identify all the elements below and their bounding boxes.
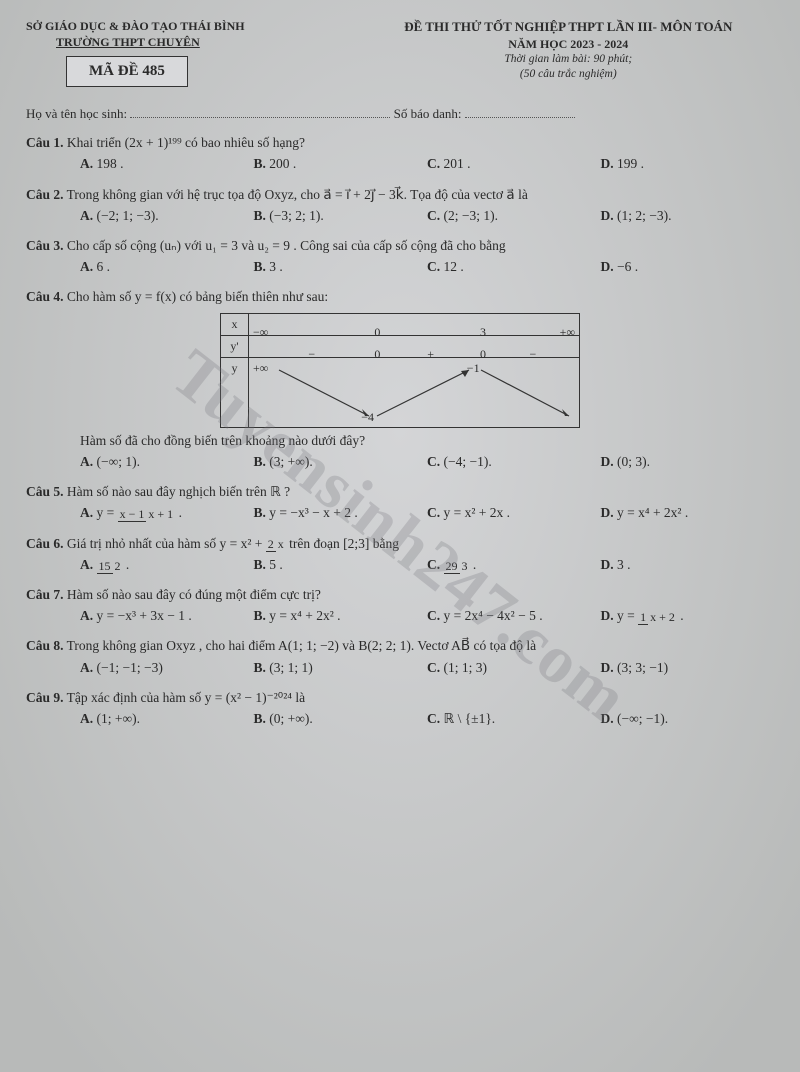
q4-A: (−∞; 1). (97, 454, 140, 469)
q6-B: 5 . (269, 557, 283, 572)
q9-B: (0; +∞). (269, 711, 312, 726)
q6-text-pre: Giá trị nhỏ nhất của hàm số y = x² + (67, 536, 266, 551)
q5-A-pre: y = (97, 505, 118, 520)
q2-A: (−2; 1; −3). (97, 208, 159, 223)
q2-label: Câu 2. (26, 187, 64, 202)
q8-A: (−1; −1; −3) (97, 660, 163, 675)
question-1: Câu 1. Khai triển (2x + 1)¹⁹⁹ có bao nhi… (26, 134, 774, 173)
q3-text: Cho cấp số cộng (uₙ) với u₁ = 3 và u₂ = … (67, 238, 506, 253)
q4-D: (0; 3). (617, 454, 650, 469)
q5-label: Câu 5. (26, 484, 64, 499)
q5-B: y = −x³ − x + 2 . (269, 505, 358, 520)
var-yprime: y' (221, 335, 249, 357)
q8-D: (3; 3; −1) (617, 660, 668, 675)
q6-A-num: 15 (97, 559, 113, 574)
q4-C: (−4; −1). (444, 454, 492, 469)
q7-D-den: x + 2 (648, 610, 677, 624)
question-2: Câu 2. Trong không gian với hệ trục tọa … (26, 186, 774, 225)
q7-B: y = x⁴ + 2x² . (269, 608, 340, 623)
q8-text: Trong không gian Oxyz , cho hai điểm A(1… (67, 638, 536, 653)
q2-B: (−3; 2; 1). (269, 208, 323, 223)
q4-label: Câu 4. (26, 289, 64, 304)
exam-title: ĐỀ THI THỬ TỐT NGHIỆP THPT LẦN III- MÔN … (363, 18, 774, 36)
q9-text: Tập xác định của hàm số y = (x² − 1)⁻²⁰²… (67, 690, 305, 705)
exam-code-box: MÃ ĐỀ 485 (66, 56, 188, 86)
school-name: TRƯỜNG THPT CHUYÊN (56, 34, 363, 50)
q1-text: Khai triển (2x + 1)¹⁹⁹ có bao nhiêu số h… (67, 135, 305, 150)
question-6: Câu 6. Giá trị nhỏ nhất của hàm số y = x… (26, 535, 774, 574)
exam-header: SỞ GIÁO DỤC & ĐÀO TẠO THÁI BÌNH TRƯỜNG T… (26, 18, 774, 122)
question-count: (50 câu trắc nghiệm) (363, 67, 774, 83)
q6-C-num: 29 (444, 559, 460, 574)
q1-A: 198 . (97, 156, 124, 171)
q6-frac-den: x (276, 537, 286, 551)
q3-label: Câu 3. (26, 238, 64, 253)
question-7: Câu 7. Hàm số nào sau đây có đúng một đi… (26, 586, 774, 625)
q8-C: (1; 1; 3) (444, 660, 488, 675)
q7-C: y = 2x⁴ − 4x² − 5 . (444, 608, 543, 623)
q9-label: Câu 9. (26, 690, 64, 705)
q9-A: (1; +∞). (97, 711, 140, 726)
q2-text: Trong không gian với hệ trục tọa độ Oxyz… (67, 187, 528, 202)
q5-text: Hàm số nào sau đây nghịch biến trên ℝ ? (67, 484, 290, 499)
q6-D: 3 . (617, 557, 631, 572)
q7-D-num: 1 (638, 610, 648, 625)
student-id-label: Số báo danh: (394, 106, 462, 121)
q3-A: 6 . (97, 259, 111, 274)
q6-frac-num: 2 (266, 537, 276, 552)
q4-text: Cho hàm số y = f(x) có bảng biến thiên n… (67, 289, 328, 304)
q9-D: (−∞; −1). (617, 711, 668, 726)
question-4: Câu 4. Cho hàm số y = f(x) có bảng biến … (26, 288, 774, 471)
q5-C: y = x² + 2x . (444, 505, 511, 520)
variation-arrows (249, 358, 579, 428)
variation-table: x −∞ 0 3 +∞ y' − 0 + 0 − y (220, 313, 580, 428)
q5-D: y = x⁴ + 2x² . (617, 505, 688, 520)
q6-A-den: 2 (113, 559, 123, 573)
q7-A: y = −x³ + 3x − 1 . (97, 608, 192, 623)
q5-A-den: x + 1 (146, 507, 175, 521)
var-y: y (221, 357, 249, 427)
q8-B: (3; 1; 1) (269, 660, 313, 675)
q3-C: 12 . (444, 259, 464, 274)
q4-B: (3; +∞). (269, 454, 312, 469)
q4-after: Hàm số đã cho đồng biến trên khoảng nào … (26, 432, 774, 450)
q3-D: −6 . (617, 259, 638, 274)
q1-D: 199 . (617, 156, 644, 171)
q7-text: Hàm số nào sau đây có đúng một điểm cực … (67, 587, 321, 602)
question-3: Câu 3. Cho cấp số cộng (uₙ) với u₁ = 3 v… (26, 237, 774, 276)
student-name-field (130, 117, 390, 118)
q7-label: Câu 7. (26, 587, 64, 602)
question-9: Câu 9. Tập xác định của hàm số y = (x² −… (26, 689, 774, 728)
q6-text-post: trên đoạn [2;3] bằng (289, 536, 399, 551)
student-name-label: Họ và tên học sinh: (26, 106, 127, 121)
q1-B: 200 . (269, 156, 296, 171)
var-x: x (221, 313, 249, 335)
exam-year: NĂM HỌC 2023 - 2024 (363, 36, 774, 52)
q5-A-num: x − 1 (118, 507, 147, 522)
q6-label: Câu 6. (26, 536, 64, 551)
department-name: SỞ GIÁO DỤC & ĐÀO TẠO THÁI BÌNH (26, 18, 363, 34)
question-8: Câu 8. Trong không gian Oxyz , cho hai đ… (26, 637, 774, 676)
exam-duration: Thời gian làm bài: 90 phút; (363, 52, 774, 68)
q9-C: ℝ \ {±1}. (444, 711, 496, 726)
q2-D: (1; 2; −3). (617, 208, 671, 223)
q2-C: (2; −3; 1). (444, 208, 498, 223)
student-id-field (465, 117, 575, 118)
question-5: Câu 5. Hàm số nào sau đây nghịch biến tr… (26, 483, 774, 522)
q7-D-pre: y = (617, 608, 638, 623)
q1-C: 201 . (444, 156, 471, 171)
q8-label: Câu 8. (26, 638, 64, 653)
q6-C-den: 3 (460, 559, 470, 573)
q3-B: 3 . (269, 259, 283, 274)
q1-label: Câu 1. (26, 135, 64, 150)
